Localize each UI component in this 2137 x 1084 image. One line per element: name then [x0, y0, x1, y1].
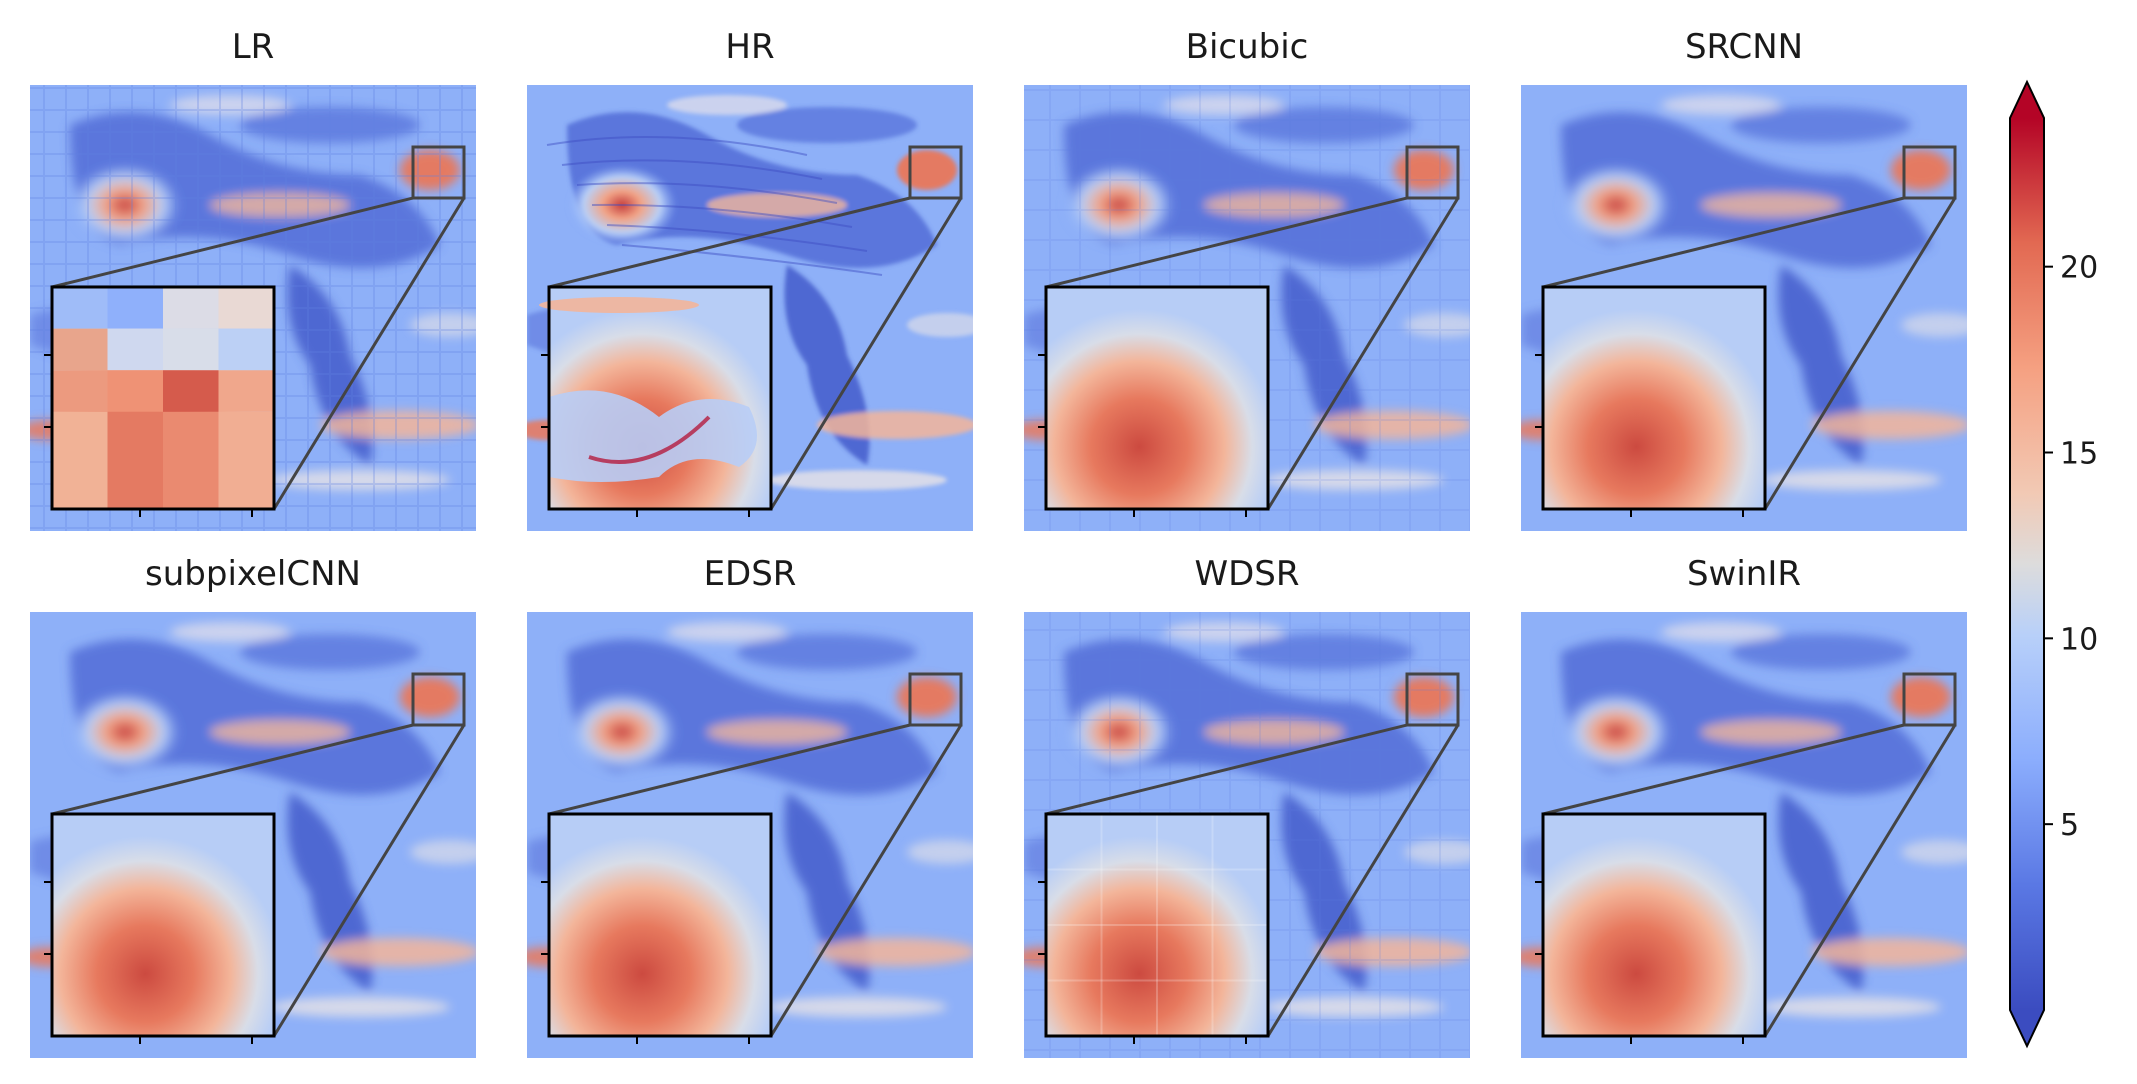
- connector-line: [272, 724, 466, 1037]
- connector-line: [769, 724, 963, 1037]
- colorbar-gradient: [2010, 118, 2044, 1010]
- colorbar-outline: [2009, 79, 2045, 1049]
- connector-line: [272, 197, 466, 510]
- connector-line: [1763, 197, 1957, 510]
- panel-title: WDSR: [1194, 554, 1299, 594]
- panels-layer: LR HR Bicubic SRCNN subpixelCNN EDSR WDSR SwinI…: [30, 27, 1967, 1058]
- zoom-region-box: [1405, 145, 1460, 200]
- connector-line: [548, 723, 911, 816]
- panel-title: HR: [725, 27, 774, 67]
- panel-subpixelcnn: subpixelCNN: [30, 554, 476, 1058]
- panel-lr: LR: [30, 27, 476, 531]
- zoom-inset: [1535, 812, 1767, 1044]
- panel-wdsr: WDSR: [1024, 554, 1470, 1058]
- colorbar-tick-label: 20: [2060, 251, 2098, 286]
- connector-line: [1266, 197, 1460, 510]
- connector-line: [1542, 196, 1905, 289]
- connector-line: [1045, 196, 1408, 289]
- panel-swinir: SwinIR: [1521, 554, 1967, 1058]
- zoom-inset: [1535, 285, 1767, 517]
- zoom-region-box: [908, 145, 963, 200]
- panel-title: Bicubic: [1186, 27, 1309, 67]
- zoom-region-box: [411, 672, 466, 727]
- colorbar-extend-max: [2010, 82, 2044, 118]
- connector-line: [1045, 723, 1408, 816]
- zoom-region-box: [1902, 672, 1957, 727]
- colorbar-extend-min: [2010, 1010, 2044, 1046]
- colorbar: 5 10 15 20: [2009, 79, 2098, 1049]
- panel-hr: HR: [527, 27, 973, 531]
- panel-title: SRCNN: [1685, 27, 1803, 67]
- panel-bicubic: Bicubic: [1024, 27, 1470, 531]
- connector-line: [1266, 724, 1460, 1037]
- panel-srcnn: SRCNN: [1521, 27, 1967, 531]
- connector-line: [51, 723, 414, 816]
- zoom-region-box: [411, 145, 466, 200]
- zoom-inset: [1038, 285, 1270, 517]
- panel-title: subpixelCNN: [145, 554, 361, 594]
- colorbar-tick-label: 5: [2060, 808, 2079, 843]
- panel-title: LR: [232, 27, 275, 67]
- connector-line: [548, 196, 911, 289]
- connector-line: [769, 197, 963, 510]
- zoom-inset: [44, 285, 276, 517]
- zoom-inset: [1038, 812, 1270, 1044]
- panel-edsr: EDSR: [527, 554, 973, 1058]
- zoom-region-box: [1902, 145, 1957, 200]
- zoom-inset: [44, 812, 276, 1044]
- zoom-region-box: [908, 672, 963, 727]
- connector-line: [1763, 724, 1957, 1037]
- zoom-inset: [539, 285, 773, 517]
- connector-line: [1542, 723, 1905, 816]
- zoom-inset: [541, 812, 773, 1044]
- colorbar-tick-label: 10: [2060, 622, 2098, 657]
- connector-line: [51, 196, 414, 289]
- panel-title: EDSR: [704, 554, 797, 594]
- colorbar-tick-label: 15: [2060, 437, 2098, 472]
- zoom-region-box: [1405, 672, 1460, 727]
- panel-title: SwinIR: [1687, 554, 1801, 594]
